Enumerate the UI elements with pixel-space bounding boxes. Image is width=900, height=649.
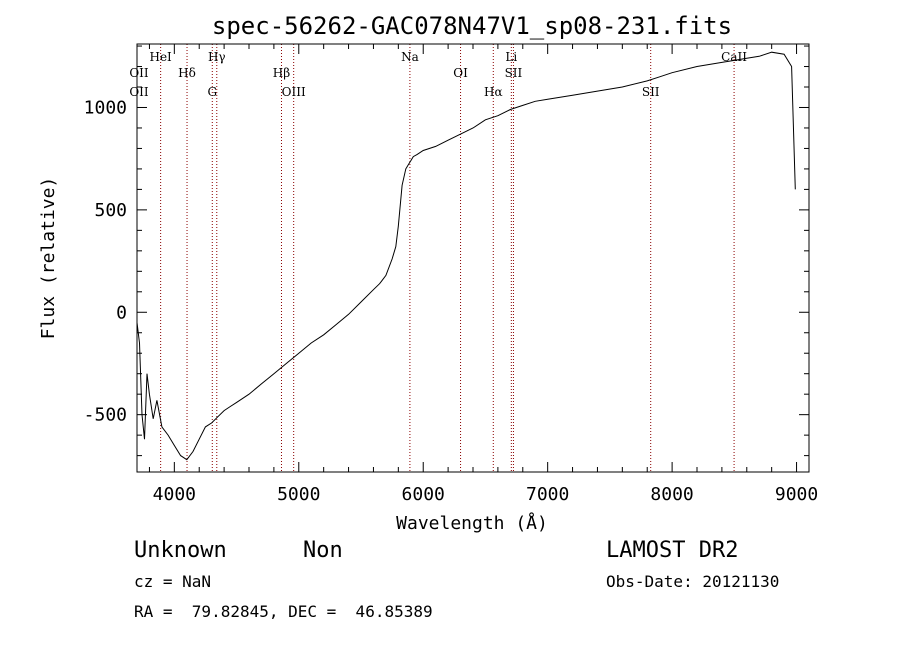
line-marker-label: OIII [282, 85, 306, 99]
x-tick-label: 8000 [650, 484, 693, 505]
y-axis: -500 0 500 1000 [84, 45, 809, 457]
line-marker-label: CaII [721, 50, 747, 64]
object-class: Unknown [134, 538, 227, 563]
x-tick-label: 5000 [277, 484, 320, 505]
x-tick-label: 7000 [526, 484, 569, 505]
x-tick-label: 9000 [775, 484, 818, 505]
spectrum-line [136, 51, 796, 461]
line-marker-label: OI [453, 66, 468, 80]
y-tick-label: 500 [94, 200, 127, 221]
line-marker-label: OII [129, 66, 149, 80]
chart-title: spec-56262-GAC078N47V1_sp08-231.fits [212, 12, 732, 40]
y-axis-label: Flux (relative) [38, 177, 59, 340]
x-axis-label: Wavelength (Å) [396, 512, 548, 534]
line-marker-label: Hα [484, 85, 503, 99]
y-tick-label: 1000 [84, 97, 127, 118]
line-marker-label: G [207, 85, 217, 99]
line-marker-label: Na [401, 50, 419, 64]
redshift-value: cz = NaN [134, 572, 212, 591]
observation-date: Obs-Date: 20121130 [606, 572, 780, 591]
line-marker-label: HeI [149, 50, 172, 64]
y-tick-label: -500 [84, 405, 127, 426]
object-subclass: Non [303, 538, 343, 563]
line-marker-label: OII [129, 85, 149, 99]
survey-name: LAMOST DR2 [606, 538, 739, 563]
x-tick-label: 6000 [402, 484, 445, 505]
line-marker-label: SII [642, 85, 660, 99]
line-marker-label: Hβ [273, 66, 290, 80]
spectral-line-labels: HeI Hδ G Hγ Hβ OIII Na OI Hα Li SII SII CaII OII OII [129, 50, 747, 99]
plot-frame [136, 43, 810, 473]
line-marker-label: SII [505, 66, 523, 80]
line-marker-label: Li [505, 50, 517, 64]
spectral-line-markers [160, 44, 735, 472]
coordinates: RA = 79.82845, DEC = 46.85389 [134, 602, 433, 621]
x-tick-label: 4000 [153, 484, 196, 505]
line-marker-label: Hγ [208, 50, 226, 64]
y-tick-label: 0 [116, 302, 127, 323]
x-axis: 4000 5000 6000 7000 8000 9000 [148, 44, 818, 505]
line-marker-label: Hδ [178, 66, 196, 80]
